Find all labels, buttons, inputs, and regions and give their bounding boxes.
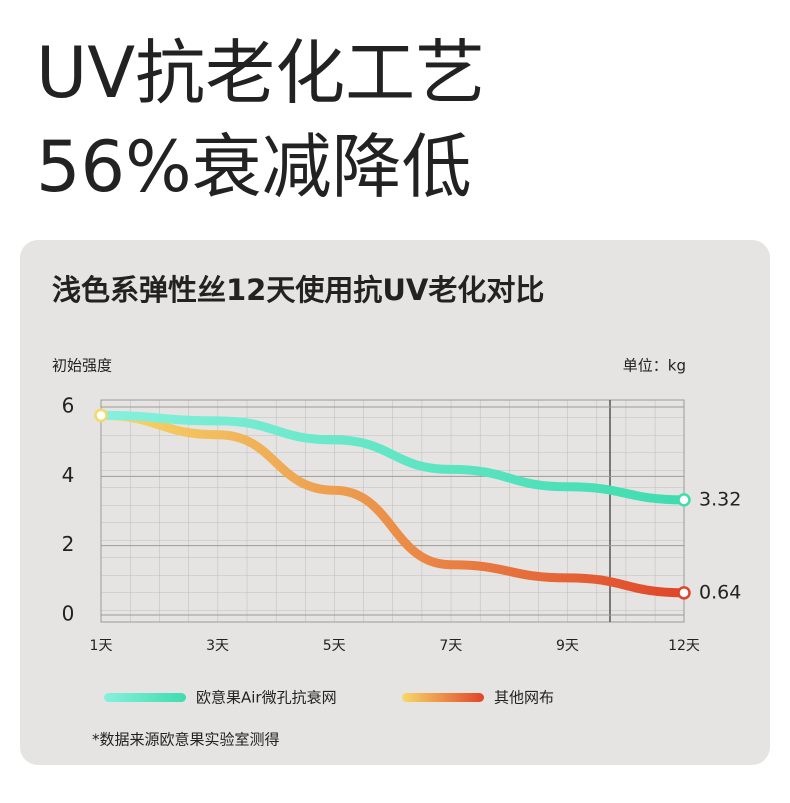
value-label: 3.32 xyxy=(699,488,741,510)
y-axis-label: 初始强度 xyxy=(52,357,112,375)
unit-label: 单位：kg xyxy=(623,357,686,375)
end-point xyxy=(94,408,108,423)
legend-swatch xyxy=(104,693,186,702)
y-tick-label: 6 xyxy=(62,394,75,418)
x-tick-label: 7天 xyxy=(439,638,462,654)
x-tick-label: 1天 xyxy=(90,638,113,654)
x-tick-label: 3天 xyxy=(206,638,229,654)
y-tick-label: 2 xyxy=(62,532,75,556)
x-tick-label: 12天 xyxy=(668,638,700,654)
headline: 56%衰减降低 xyxy=(36,126,472,208)
value-label: 0.64 xyxy=(699,581,741,603)
chart-title: 浅色系弹性丝12天使用抗UV老化对比 xyxy=(52,273,544,307)
end-point xyxy=(677,586,691,600)
y-tick-label: 0 xyxy=(62,602,75,626)
series-line xyxy=(96,410,689,505)
legend: 欧意果Air微孔抗衰网 其他网布 xyxy=(104,689,554,707)
legend-swatch xyxy=(402,693,484,702)
legend-label: 其他网布 xyxy=(494,689,554,707)
x-tick-label: 5天 xyxy=(323,638,346,654)
end-point xyxy=(677,493,691,507)
legend-label: 欧意果Air微孔抗衰网 xyxy=(196,689,337,707)
x-tick-label: 9天 xyxy=(556,638,579,654)
series-line xyxy=(96,410,689,598)
note: *数据来源欧意果实验室测得 xyxy=(92,731,280,749)
y-tick-label: 4 xyxy=(62,463,75,487)
headline: UV抗老化工艺 xyxy=(36,32,485,114)
